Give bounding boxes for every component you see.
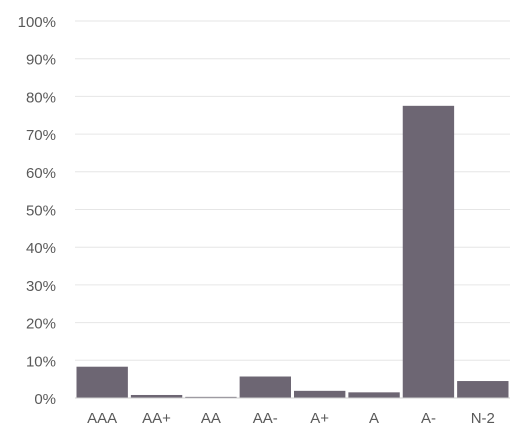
x-tick-label: N-2 (471, 410, 495, 427)
y-tick-label: 80% (26, 89, 56, 106)
y-tick-label: 40% (26, 240, 56, 257)
bars (76, 105, 509, 398)
bar-nminus2 (457, 381, 509, 398)
x-axis-tick-labels: AAA AA+ AA AA- A+ A A- N-2 (87, 410, 495, 427)
x-tick-label: A- (421, 410, 436, 427)
y-axis-tick-labels: 0% 10% 20% 30% 40% 50% 60% 70% 80% 90% 100% (18, 14, 56, 408)
bar-aminus (402, 105, 455, 398)
bar-aaa (76, 366, 128, 398)
y-tick-label: 50% (26, 203, 56, 220)
y-tick-label: 100% (18, 14, 56, 31)
y-tick-label: 0% (34, 391, 56, 408)
x-tick-label: AA- (253, 410, 278, 427)
bar-aaminus (239, 376, 291, 398)
bar-a (348, 392, 400, 398)
bar-aa (185, 396, 237, 398)
x-tick-label: AAA (87, 410, 117, 427)
x-tick-label: A+ (310, 410, 329, 427)
y-tick-label: 70% (26, 127, 56, 144)
x-tick-label: AA+ (142, 410, 171, 427)
y-tick-label: 10% (26, 353, 56, 370)
y-tick-label: 20% (26, 316, 56, 333)
bar-aplus (294, 390, 346, 398)
bar-aaplus (130, 394, 183, 398)
gridlines (75, 20, 510, 361)
y-tick-label: 60% (26, 165, 56, 182)
x-tick-label: AA (201, 410, 221, 427)
x-tick-label: A (369, 410, 379, 427)
y-tick-label: 90% (26, 52, 56, 69)
y-tick-label: 30% (26, 278, 56, 295)
